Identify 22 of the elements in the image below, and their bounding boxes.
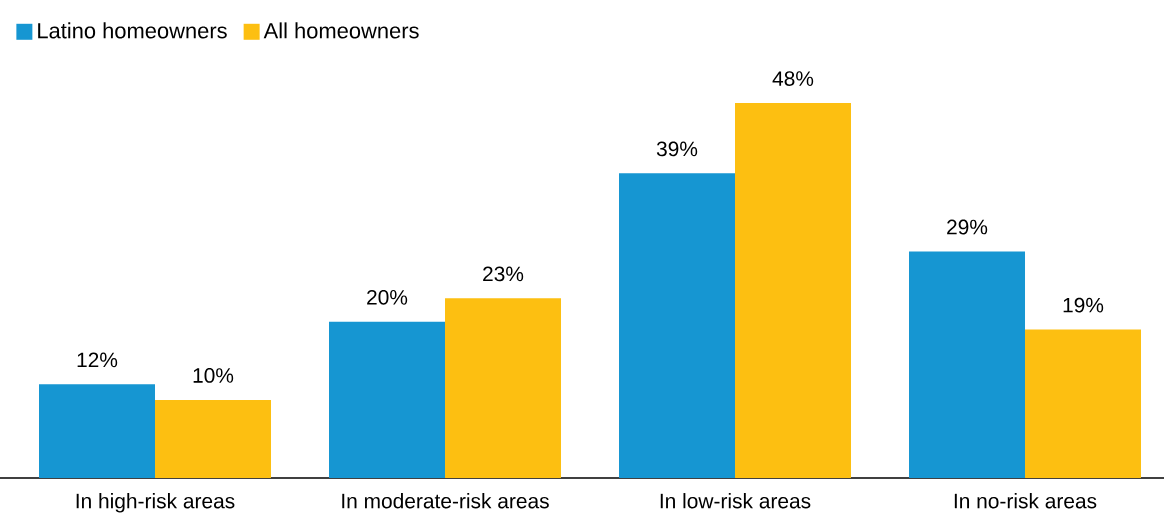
data-label: 12% [77, 352, 118, 368]
x-tick-label: In low-risk areas [660, 493, 811, 509]
bar [619, 173, 736, 478]
x-tick-label: In no-risk areas [954, 493, 1097, 509]
bar [155, 399, 272, 478]
bar [39, 384, 155, 478]
legend-label: All homeowners [263, 22, 419, 39]
x-tick-label: In moderate-risk areas [342, 493, 549, 509]
data-label: 10% [193, 368, 234, 383]
data-label: 48% [772, 71, 814, 86]
data-label: 20% [367, 289, 408, 305]
bar [1025, 329, 1142, 478]
bar [445, 298, 562, 478]
bar [329, 321, 446, 478]
data-label: 29% [947, 219, 988, 235]
data-label: 23% [483, 266, 524, 282]
bar [735, 102, 852, 478]
bar [909, 251, 1026, 478]
x-tick-label: In high-risk areas [76, 493, 235, 513]
data-label: 39% [656, 141, 698, 157]
legend-label: Latino homeowners [38, 22, 227, 39]
data-label: 19% [1063, 297, 1104, 313]
